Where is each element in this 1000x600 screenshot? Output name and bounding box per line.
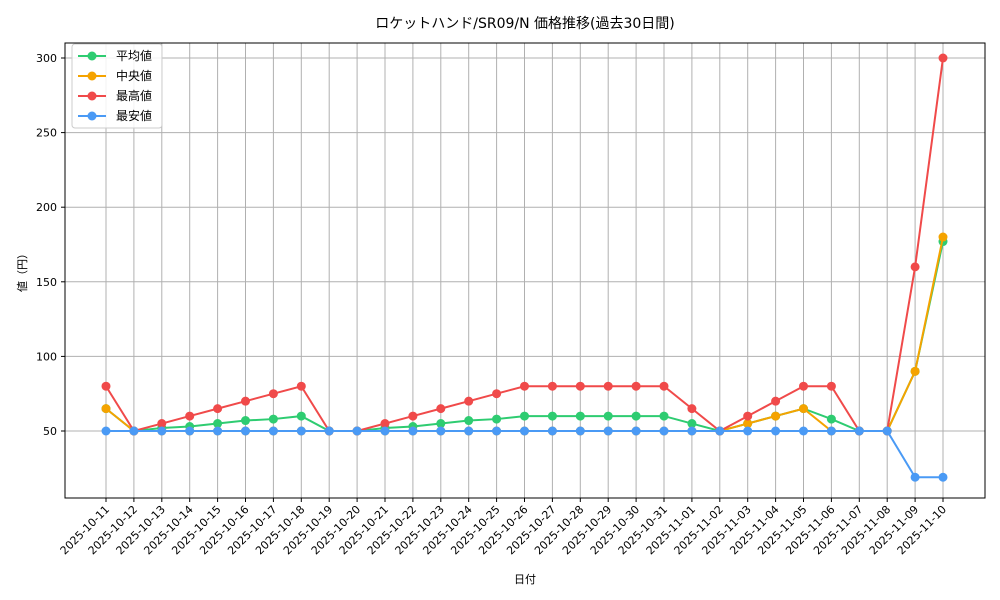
legend-label: 最高値: [116, 88, 152, 103]
y-tick-label: 100: [36, 350, 57, 363]
y-tick-label: 150: [36, 276, 57, 289]
y-axis-label: 値（円）: [16, 248, 29, 292]
legend-label: 最安値: [116, 108, 152, 123]
legend-marker-icon: [87, 111, 97, 121]
legend-label: 中央値: [116, 68, 152, 83]
legend-item: 中央値: [78, 68, 152, 83]
chart-title: ロケットハンド/SR09/N 価格推移(過去30日間): [375, 16, 675, 32]
legend-marker-icon: [87, 91, 97, 101]
legend-label: 平均値: [116, 48, 152, 63]
legend-marker-icon: [87, 71, 97, 81]
legend-item: 最安値: [78, 108, 152, 123]
grid-lines: [65, 43, 985, 498]
legend-item: 平均値: [78, 48, 152, 63]
y-tick-label: 50: [43, 425, 57, 438]
legend-item: 最高値: [78, 88, 152, 103]
x-axis-ticks: 2025-10-112025-10-122025-10-132025-10-14…: [58, 498, 949, 557]
y-tick-label: 200: [36, 201, 57, 214]
x-axis-label: 日付: [514, 573, 536, 586]
y-tick-label: 300: [36, 52, 57, 65]
series-lines: [101, 53, 948, 482]
legend-marker-icon: [87, 51, 97, 61]
series-3: [101, 426, 948, 482]
y-axis-ticks: 50 100 150 200 250 300: [36, 52, 65, 438]
y-tick-label: 250: [36, 127, 57, 140]
